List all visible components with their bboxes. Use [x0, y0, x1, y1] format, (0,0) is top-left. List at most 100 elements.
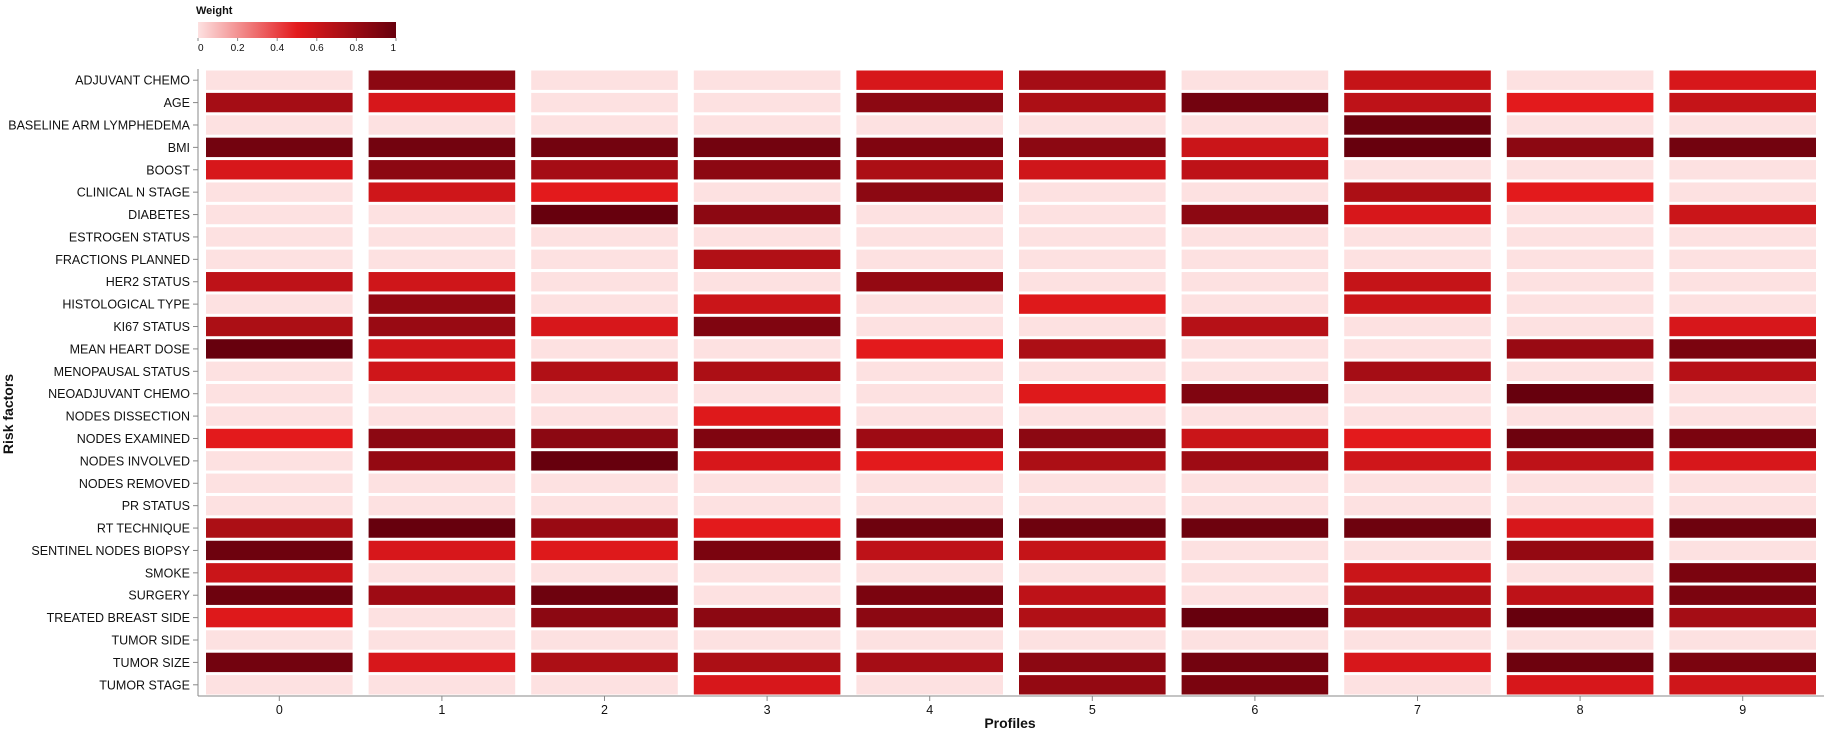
legend: Weight 0 0.2 0.4 0.6 0.8 1: [196, 5, 397, 54]
heatmap-cell: [368, 451, 516, 471]
heatmap-cell: [856, 361, 1003, 381]
heatmap-cell: [531, 451, 678, 471]
y-tick-label: FRACTIONS PLANNED: [55, 253, 190, 267]
x-tick-label: 7: [1414, 703, 1421, 717]
heatmap-cell: [1181, 675, 1329, 695]
heatmap-cell: [368, 339, 516, 359]
heatmap-cell: [531, 675, 678, 695]
heatmap-cell: [1506, 428, 1654, 449]
heatmap-cell: [206, 384, 353, 404]
heatmap-cell: [1019, 675, 1166, 695]
y-tick-label: ADJUVANT CHEMO: [75, 74, 190, 88]
heatmap-cell: [693, 518, 841, 538]
heatmap-cell: [1506, 630, 1654, 650]
heatmap-cell: [1669, 294, 1816, 314]
heatmap-cell: [368, 406, 516, 426]
heatmap-cell: [206, 675, 353, 695]
y-tick-label: HER2 STATUS: [106, 275, 190, 289]
heatmap-cell: [368, 137, 516, 158]
y-tick-label: KI67 STATUS: [113, 320, 190, 334]
heatmap-cell: [1506, 182, 1654, 202]
heatmap-cell: [206, 294, 353, 314]
heatmap-cell: [1181, 406, 1329, 426]
y-tick-label: ESTROGEN STATUS: [69, 230, 190, 244]
heatmap-cell: [368, 540, 516, 561]
heatmap-cell: [1019, 652, 1166, 673]
heatmap-cell: [1181, 473, 1329, 493]
heatmap-cell: [693, 294, 841, 314]
heatmap-cell: [856, 384, 1003, 404]
heatmap-cell: [856, 339, 1003, 359]
heatmap-cell: [1669, 70, 1816, 90]
heatmap-cell: [1019, 294, 1166, 314]
heatmap-cell: [1669, 630, 1816, 650]
heatmap-cell: [1019, 585, 1166, 605]
heatmap-cell: [206, 428, 353, 449]
heatmap-cell: [368, 272, 516, 292]
heatmap-cell: [1181, 563, 1329, 583]
heatmap-cell: [1669, 384, 1816, 404]
heatmap-cells: [206, 70, 1816, 695]
heatmap-cell: [1019, 361, 1166, 381]
y-tick-label: NODES REMOVED: [79, 477, 190, 491]
heatmap-cell: [206, 249, 353, 270]
heatmap-cell: [1506, 227, 1654, 247]
heatmap-cell: [1344, 406, 1491, 426]
heatmap-cell: [1019, 249, 1166, 270]
heatmap-cell: [1019, 540, 1166, 561]
heatmap-cell: [206, 652, 353, 673]
heatmap-cell: [856, 137, 1003, 158]
heatmap-cell: [693, 160, 841, 180]
heatmap-cell: [368, 607, 516, 628]
heatmap-cell: [206, 227, 353, 247]
y-axis-title: Risk factors: [0, 374, 16, 454]
heatmap-cell: [1181, 92, 1329, 113]
heatmap-cell: [856, 473, 1003, 493]
heatmap-cell: [1506, 137, 1654, 158]
heatmap-cell: [1506, 384, 1654, 404]
heatmap-cell: [1669, 585, 1816, 605]
heatmap-cell: [693, 227, 841, 247]
y-tick-label: MEAN HEART DOSE: [70, 342, 190, 356]
x-tick-label: 1: [438, 703, 445, 717]
heatmap-cell: [206, 406, 353, 426]
heatmap-cell: [693, 272, 841, 292]
heatmap-cell: [693, 137, 841, 158]
heatmap-cell: [531, 70, 678, 90]
heatmap-cell: [1506, 160, 1654, 180]
heatmap-cell: [368, 518, 516, 538]
heatmap-cell: [856, 272, 1003, 292]
heatmap-cell: [531, 384, 678, 404]
heatmap-cell: [368, 249, 516, 270]
heatmap-cell: [856, 204, 1003, 225]
heatmap-cell: [856, 227, 1003, 247]
heatmap-cell: [531, 540, 678, 561]
heatmap-cell: [1344, 316, 1491, 337]
heatmap-cell: [856, 182, 1003, 202]
heatmap-cell: [856, 585, 1003, 605]
heatmap-cell: [1344, 563, 1491, 583]
heatmap-cell: [1506, 585, 1654, 605]
heatmap-cell: [1506, 540, 1654, 561]
heatmap-cell: [1181, 115, 1329, 135]
heatmap-cell: [1506, 70, 1654, 90]
heatmap-cell: [206, 160, 353, 180]
heatmap-cell: [1019, 495, 1166, 516]
heatmap-cell: [856, 316, 1003, 337]
heatmap-cell: [1669, 160, 1816, 180]
heatmap-cell: [693, 428, 841, 449]
heatmap-cell: [856, 652, 1003, 673]
heatmap-cell: [206, 495, 353, 516]
heatmap-cell: [1669, 540, 1816, 561]
heatmap-cell: [1181, 451, 1329, 471]
heatmap-cell: [206, 204, 353, 225]
heatmap-cell: [1669, 227, 1816, 247]
heatmap-cell: [1506, 294, 1654, 314]
heatmap-cell: [531, 607, 678, 628]
heatmap-cell: [531, 227, 678, 247]
heatmap-cell: [1344, 495, 1491, 516]
y-tick-label: NODES EXAMINED: [77, 432, 190, 446]
heatmap-cell: [1344, 607, 1491, 628]
heatmap-cell: [1506, 339, 1654, 359]
heatmap-cell: [1344, 652, 1491, 673]
